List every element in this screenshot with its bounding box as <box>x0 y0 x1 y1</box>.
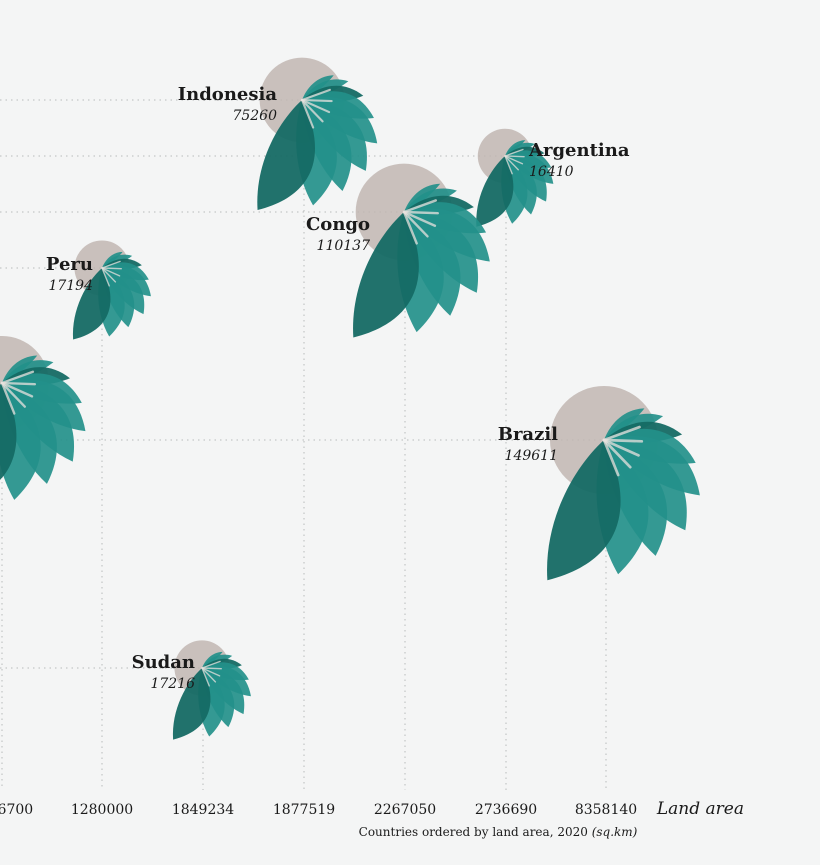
petal <box>173 668 211 740</box>
x-tick-label: 8358140 <box>575 802 637 818</box>
petal-vein <box>402 210 429 238</box>
country-name-label: Argentina <box>528 140 630 161</box>
petal-vein <box>201 660 221 669</box>
petal-vein <box>602 438 644 443</box>
x-tick-label: 1280000 <box>71 802 133 818</box>
x-axis-title: Land area <box>656 799 744 819</box>
petal-vein <box>504 155 519 171</box>
petal-vein <box>402 199 437 214</box>
label-layer: Indonesia 75260 Argentina 16410 Congo 110137 P… <box>46 84 630 692</box>
petal-vein <box>201 667 222 670</box>
x-axis: 2736700 1280000 1849234 1877519 2267050 27366… <box>0 802 637 818</box>
flower-petals <box>0 355 86 506</box>
petal-vein <box>300 98 324 123</box>
x-tick-label: 1849234 <box>172 802 234 818</box>
petal-vein <box>504 155 525 158</box>
petal <box>476 156 514 227</box>
petal-vein <box>602 438 640 457</box>
petal <box>547 440 621 581</box>
country-value-label: 149611 <box>505 448 558 464</box>
petal-vein <box>0 381 34 398</box>
flower-petals <box>73 251 151 340</box>
petal-vein <box>402 210 437 227</box>
country-value-label: 17194 <box>48 278 93 294</box>
country-name-label: Congo <box>306 214 370 235</box>
petal-vein <box>602 425 641 442</box>
petal-vein <box>201 667 217 683</box>
petal <box>257 100 315 210</box>
caption-unit: (sq.km) <box>592 825 638 839</box>
petal <box>0 383 17 506</box>
country-name-label: Sudan <box>132 652 195 673</box>
petal-vein <box>402 210 440 215</box>
x-tick-label: 2267050 <box>374 802 436 818</box>
petal-vein <box>101 267 121 277</box>
petal-vein <box>402 210 418 245</box>
country-value-label: 75260 <box>232 108 277 124</box>
flower-layer <box>0 57 700 740</box>
grid-layer <box>0 99 607 790</box>
flower-mark <box>476 128 554 227</box>
flower-mark <box>73 240 151 340</box>
petal <box>353 212 419 338</box>
petal-vein <box>0 381 27 408</box>
flower-mark <box>353 163 490 338</box>
petal-vein <box>201 667 221 677</box>
petal-vein <box>602 438 620 477</box>
country-value-label: 17216 <box>150 676 195 692</box>
country-name-label: Indonesia <box>178 84 278 105</box>
x-tick-label: 2736700 <box>0 802 33 818</box>
country-name-label: Brazil <box>498 424 558 445</box>
petal <box>73 268 111 340</box>
country-value-label: 16410 <box>529 164 574 180</box>
petal-vein <box>0 381 16 415</box>
x-tick-label: 2736690 <box>475 802 537 818</box>
flower-mark <box>173 640 251 740</box>
petal-vein <box>300 98 331 114</box>
petal-vein <box>201 667 210 687</box>
flower-mark <box>547 386 700 581</box>
country-value-label: 110137 <box>317 238 371 254</box>
petal-vein <box>101 267 110 287</box>
petal-vein <box>101 267 117 283</box>
country-name-label: Peru <box>46 254 93 275</box>
petal-vein <box>602 438 632 469</box>
x-tick-label: 1877519 <box>273 802 335 818</box>
petal-vein <box>300 98 333 103</box>
petal-vein <box>300 98 315 129</box>
petal-vein <box>101 260 121 269</box>
flower-petals <box>257 75 378 210</box>
petal-vein <box>101 267 122 270</box>
flower-petals <box>353 183 490 338</box>
flower-petals <box>547 408 700 581</box>
petal-vein <box>0 370 35 385</box>
chart-caption: Countries ordered by land area, 2020 (sq… <box>359 825 638 839</box>
petal-vein <box>504 155 513 175</box>
flower-mark <box>0 336 86 506</box>
petal-vein <box>504 148 524 157</box>
petal-vein <box>300 88 331 102</box>
flower-mark <box>257 57 378 210</box>
flower-petals <box>173 651 251 740</box>
petal-vein <box>504 155 524 165</box>
caption-text: Countries ordered by land area, 2020 <box>359 825 588 839</box>
flower-petals <box>476 140 554 227</box>
petal-vein <box>0 381 37 386</box>
